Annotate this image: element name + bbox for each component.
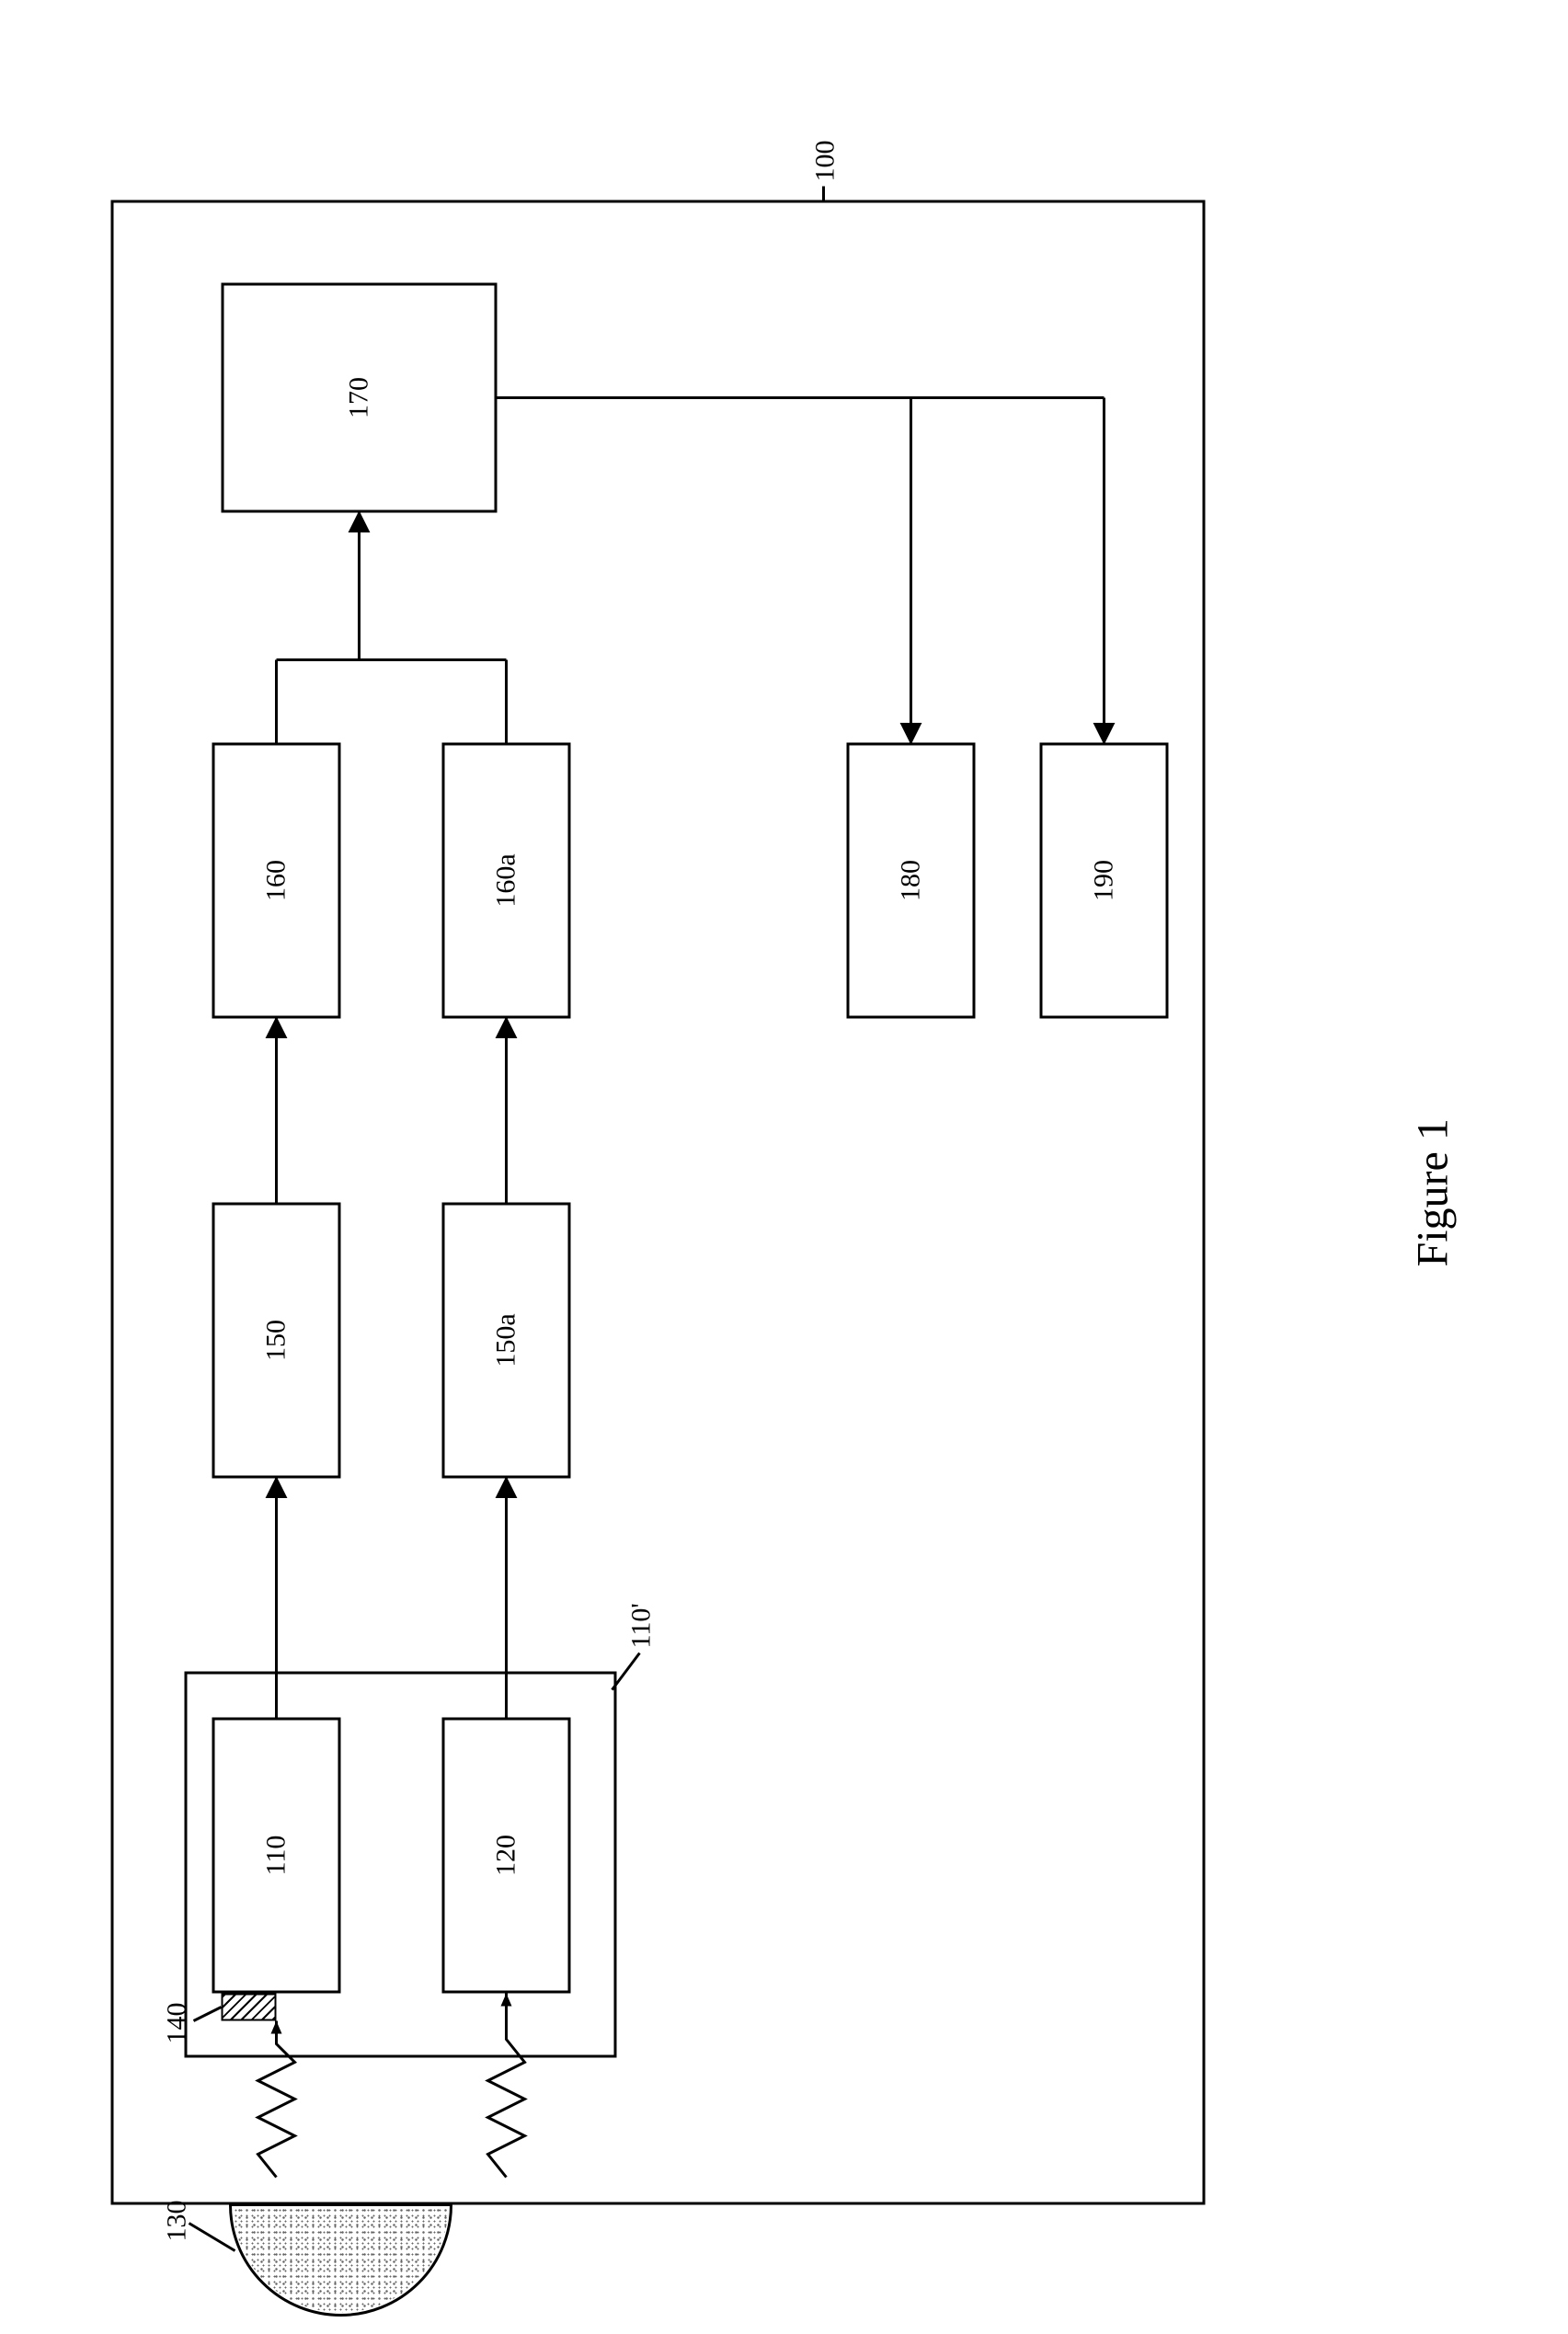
block-150-label: 150 [261, 1320, 292, 1361]
label-110-prime: 110' [626, 1603, 658, 1648]
diagram-figure-1: 100 130 110' 140 110 120 150 150a 160 16… [1, 0, 1568, 2334]
block-150: 150 [212, 1203, 341, 1479]
block-110-label: 110 [261, 1836, 292, 1876]
block-160a: 160a [442, 743, 571, 1019]
label-100: 100 [810, 141, 841, 182]
block-150a-label: 150a [491, 1313, 522, 1367]
block-190-label: 190 [1089, 860, 1120, 901]
label-130: 130 [162, 2201, 193, 2242]
block-150a: 150a [442, 1203, 571, 1479]
block-110: 110 [212, 1718, 341, 1994]
block-180: 180 [847, 743, 976, 1019]
block-120: 120 [442, 1718, 571, 1994]
block-190: 190 [1040, 743, 1169, 1019]
block-170-label: 170 [344, 377, 375, 418]
block-120-label: 120 [491, 1835, 522, 1876]
input-dome-pattern [234, 2206, 449, 2313]
block-140-filter [222, 1994, 277, 2021]
block-160: 160 [212, 743, 341, 1019]
block-180-label: 180 [896, 860, 927, 901]
label-140: 140 [162, 2003, 193, 2044]
block-160-label: 160 [261, 860, 292, 901]
block-170: 170 [222, 283, 498, 513]
figure-caption: Figure 1 [1408, 1118, 1459, 1266]
block-160a-label: 160a [491, 853, 522, 907]
